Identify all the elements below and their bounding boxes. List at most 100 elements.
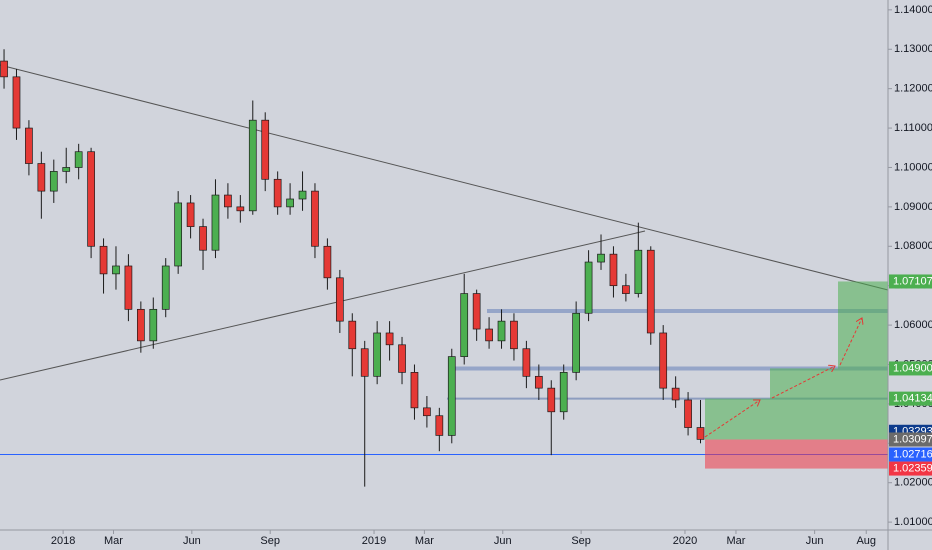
candle-body <box>112 265 120 275</box>
candle-body <box>149 308 158 342</box>
y-tick-label: 1.13000 <box>894 43 932 55</box>
candle-body <box>74 151 83 168</box>
level-label: 1.02716 <box>893 448 932 460</box>
candle-body <box>286 198 294 208</box>
candle-body <box>547 387 556 413</box>
y-tick-label: 1.02000 <box>894 477 932 489</box>
projection-arrow <box>704 400 760 438</box>
candle-body <box>622 285 630 294</box>
candle-body <box>398 344 406 373</box>
candle-body <box>99 245 108 275</box>
candle-body <box>174 202 183 267</box>
candle-body <box>236 206 245 212</box>
x-tick-label: 2019 <box>362 535 386 547</box>
y-tick-label: 1.11000 <box>894 122 932 134</box>
x-tick-label: Jun <box>494 535 512 547</box>
candle-body <box>62 167 71 172</box>
candle-body <box>348 320 357 350</box>
candle-body <box>584 261 593 314</box>
level-label: 1.03097 <box>893 433 932 445</box>
candle-body <box>224 194 232 208</box>
candle-body <box>335 277 344 322</box>
candle-body <box>385 332 394 346</box>
candle-body <box>597 253 605 263</box>
x-tick-label: Mar <box>726 535 745 547</box>
candle-body <box>211 194 220 251</box>
x-tick-label: Mar <box>415 535 434 547</box>
projection-arrow <box>839 318 862 366</box>
candle-body <box>261 119 270 180</box>
candle-body <box>0 60 8 78</box>
y-tick-label: 1.12000 <box>894 83 932 95</box>
x-tick-label: 2020 <box>673 535 697 547</box>
candle-body <box>659 332 668 389</box>
candle-body <box>671 387 680 401</box>
candle-body <box>423 407 431 417</box>
level-label-bg <box>889 274 932 289</box>
level-label-bg <box>889 461 932 476</box>
trend-line <box>0 230 646 381</box>
candle-body <box>323 245 332 279</box>
candle-body <box>12 76 21 129</box>
y-tick-label: 1.08000 <box>894 240 932 252</box>
candle-body <box>634 249 643 294</box>
candle-body <box>435 415 444 436</box>
candle-body <box>472 293 481 330</box>
candle-body <box>273 178 282 208</box>
candle-body <box>360 348 369 377</box>
candle-body <box>410 372 419 409</box>
candle-body <box>696 427 705 440</box>
candle-body <box>248 119 257 212</box>
candle-body <box>298 190 307 200</box>
candle-body <box>161 265 170 310</box>
trend-line <box>0 64 889 291</box>
candle-body <box>510 320 518 350</box>
candle-body <box>684 399 692 428</box>
candle-body <box>460 293 469 357</box>
x-tick-label: Sep <box>260 535 280 547</box>
level-label-bg <box>889 447 932 462</box>
profit-zone <box>838 281 888 440</box>
profit-zone <box>705 398 770 440</box>
y-tick-label: 1.01000 <box>894 516 932 528</box>
profit-zone <box>770 368 838 440</box>
level-label-bg <box>889 361 932 376</box>
candle-body <box>25 127 33 164</box>
candle-body <box>572 312 580 373</box>
x-tick-label: Jun <box>806 535 824 547</box>
candle-body <box>522 348 531 377</box>
candle-body <box>87 151 95 247</box>
candle-body <box>199 226 207 251</box>
level-label: 1.02359 <box>893 462 932 474</box>
level-label: 1.07107 <box>893 275 932 287</box>
level-label: 1.04134 <box>893 393 932 405</box>
y-tick-label: 1.09000 <box>894 201 932 213</box>
level-label: 1.04900 <box>893 362 932 374</box>
candle-body <box>534 375 543 389</box>
projection-arrow <box>771 366 835 399</box>
candle-body <box>373 332 382 377</box>
y-tick-label: 1.10000 <box>894 161 932 173</box>
level-label-bg <box>889 391 932 406</box>
x-tick-label: Jun <box>183 535 201 547</box>
candle-body <box>136 308 145 342</box>
x-tick-label: Mar <box>104 535 123 547</box>
candle-body <box>559 372 568 413</box>
candle-body <box>609 253 618 287</box>
candle-body <box>124 265 133 310</box>
candle-body <box>497 320 506 342</box>
candle-body <box>37 163 46 192</box>
y-tick-label: 1.14000 <box>894 4 932 16</box>
stop-zone <box>705 439 888 469</box>
level-label-bg <box>889 432 932 447</box>
candle-body <box>485 328 493 342</box>
y-tick-label: 1.06000 <box>894 319 932 331</box>
candle-body <box>646 249 655 334</box>
candle-body <box>447 356 456 436</box>
x-tick-label: Sep <box>571 535 591 547</box>
candle-body <box>186 202 195 227</box>
candle-body <box>49 171 58 192</box>
candle-body <box>311 190 319 247</box>
